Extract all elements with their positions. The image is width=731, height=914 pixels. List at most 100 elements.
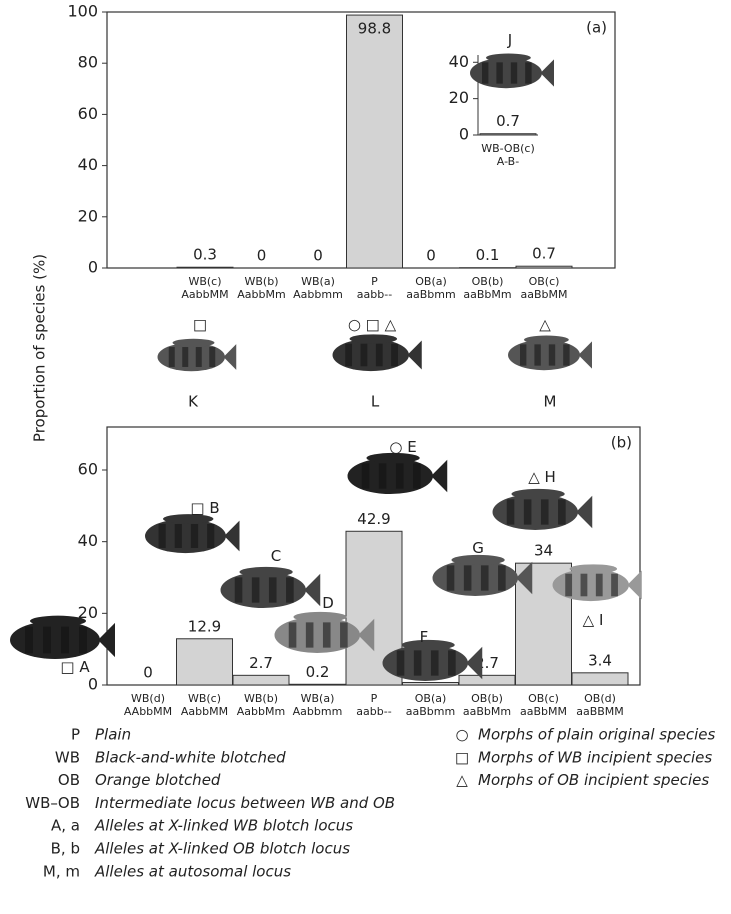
fish-blotch — [525, 62, 531, 83]
fish-label: A — [79, 658, 90, 676]
fish-blotch — [61, 627, 69, 654]
fish-fin — [30, 616, 86, 627]
fish-label-group: J — [507, 31, 512, 49]
fish-label-group: G — [472, 539, 484, 557]
fish-tail — [224, 344, 237, 370]
fish-blotch — [413, 463, 421, 488]
x-tick-label: WB(a) — [301, 692, 335, 705]
legend-text: Alleles at X-linked WB blotch locus — [94, 817, 353, 835]
value-label: 0.7 — [496, 112, 520, 130]
value-label: 0.2 — [306, 663, 330, 681]
x-tick-label: P — [371, 692, 378, 705]
fish-blotch — [565, 574, 572, 597]
fish-fin — [350, 334, 398, 343]
fish-blotch — [376, 344, 383, 367]
genotype-label: Aabbmm — [293, 288, 343, 301]
fish-symbol: △ — [528, 468, 540, 486]
fish-blotch — [498, 565, 506, 590]
x-tick-label: P — [371, 275, 378, 288]
fish-symbol: ○ — [389, 438, 402, 456]
legend-key: WB–OB — [25, 794, 80, 812]
y-tick-label: 80 — [78, 53, 98, 72]
fish-blotch — [541, 499, 549, 524]
value-label: 12.9 — [188, 617, 221, 635]
x-tick-label: WB(b) — [244, 692, 278, 705]
fish-tail — [431, 460, 447, 492]
x-tick-label: WB(c) — [188, 275, 221, 288]
fish-label: H — [545, 468, 556, 486]
legend-key: OB — [58, 771, 80, 789]
legend-symbol: □ — [455, 748, 469, 766]
figure: Proportion of species (%) 0204060801000.… — [0, 0, 731, 914]
fish-label: G — [472, 539, 484, 557]
value-label: 0 — [143, 664, 153, 682]
fish-label: J — [507, 31, 512, 49]
fish-symbol: □ — [60, 658, 74, 676]
genotype-label: aaBbMM — [521, 288, 568, 301]
fish-blotch — [507, 499, 515, 524]
fish-label: C — [271, 547, 281, 565]
fish-label-group: ○ E — [389, 438, 416, 456]
y-tick-label: 0 — [459, 125, 469, 144]
fish-blotch — [558, 499, 566, 524]
fish-blotch — [482, 62, 488, 83]
fish-blotch — [447, 565, 455, 590]
value-label: 3.4 — [588, 651, 612, 669]
y-tick-label: 40 — [78, 155, 98, 174]
legend-text: Intermediate locus between WB and OB — [95, 794, 395, 812]
legend-text: Plain — [95, 726, 131, 744]
y-tick-label: 0 — [88, 675, 98, 694]
fish-tail — [627, 570, 641, 599]
fish-blotch — [520, 344, 526, 365]
fish-blotch — [511, 62, 517, 83]
fish-blotch — [79, 627, 87, 654]
fish-label-group: □ B — [190, 499, 219, 517]
bar — [177, 267, 233, 268]
fish-blotch — [191, 524, 198, 548]
fish-image — [145, 514, 240, 553]
x-tick-label: OB(c) — [529, 275, 560, 288]
fish-blotch — [289, 622, 297, 647]
fish-blotch — [207, 524, 214, 548]
y-tick-label: 40 — [78, 531, 98, 550]
fish-blotch — [496, 62, 502, 83]
y-axis-label: Proportion of species (%) — [31, 254, 49, 442]
fish-image — [508, 336, 592, 371]
fish-label: K — [188, 393, 199, 411]
legend-text: Morphs of WB incipient species — [478, 748, 712, 766]
fish-symbol: □ — [190, 499, 204, 517]
legend-key: P — [71, 726, 80, 744]
fish-tail — [576, 496, 592, 528]
genotype-label: A-B- — [497, 155, 519, 168]
fish-label-group: D — [322, 594, 334, 612]
fish-symbol: □ — [193, 316, 207, 334]
value-label: 0 — [257, 247, 267, 265]
fish-label: B — [209, 499, 219, 517]
genotype-label: aaBbmm — [406, 705, 455, 718]
fish-label-group: △ I — [583, 611, 604, 629]
genotype-label: aaBbMm — [463, 288, 511, 301]
fish-blotch — [414, 650, 422, 675]
legend-text: Orange blotched — [95, 771, 221, 789]
value-label: 34 — [534, 542, 553, 560]
legend-key: A, a — [51, 817, 80, 835]
panel-label: (b) — [611, 434, 632, 452]
fish-symbol: △ — [539, 316, 551, 334]
panel-label: (a) — [586, 19, 607, 37]
bar — [290, 684, 346, 685]
genotype-label: AabbMM — [181, 288, 228, 301]
fish-blotch — [549, 344, 555, 365]
fish-tail — [304, 574, 320, 606]
legend-key: WB — [55, 748, 80, 766]
legend-text: Black-and-white blotched — [95, 748, 286, 766]
fish-blotch — [611, 574, 618, 597]
fish-blotch — [391, 344, 398, 367]
fish-symbol: ○ □ △ — [348, 316, 397, 334]
x-tick-label: WB-OB(c) — [481, 142, 535, 155]
fish-fin — [524, 336, 569, 345]
x-tick-label: OB(d) — [584, 692, 616, 705]
genotype-label: aabb-- — [356, 705, 391, 718]
bar — [177, 639, 233, 685]
fish-blotch — [43, 627, 51, 654]
fish-image — [10, 616, 115, 659]
